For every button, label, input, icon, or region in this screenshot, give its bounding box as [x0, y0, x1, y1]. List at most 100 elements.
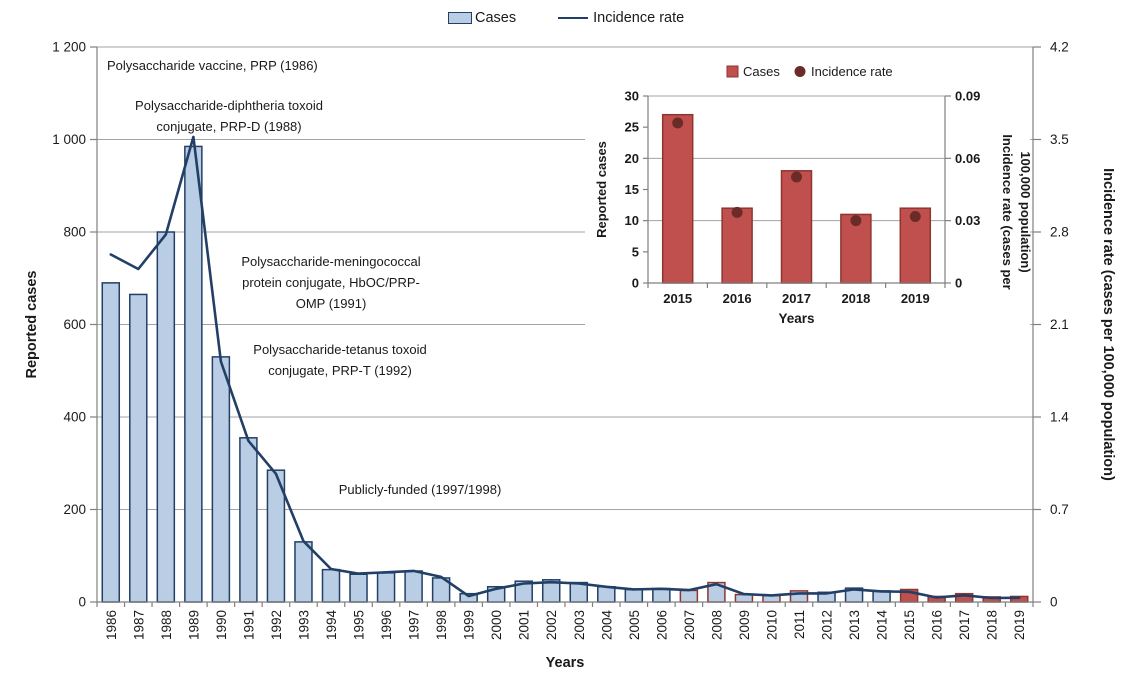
bar-1990: [211, 356, 231, 603]
main-x-tick-label: 2012: [820, 610, 835, 640]
bar-2009: [734, 593, 754, 603]
inset-y-right-tick-label: 0.03: [955, 213, 980, 228]
main-x-tick-label: 1990: [214, 610, 229, 640]
inset-cases-swatch-icon: [726, 65, 739, 78]
main-y-left-tick-label: 200: [63, 502, 86, 517]
bar-1987: [129, 293, 148, 603]
main-y-left-tick-label: 800: [63, 225, 86, 240]
main-x-tick-label: 2000: [489, 610, 504, 640]
main-x-tick-label: 1997: [407, 610, 422, 640]
main-y-left-axis-title: Reported cases: [24, 271, 40, 379]
inset-x-tick-label: 2016: [723, 291, 752, 306]
main-y-left-tick-label: 1 000: [52, 132, 86, 147]
main-y-right-tick-label: 2.8: [1050, 225, 1069, 240]
main-y-right-tick-label: 3.5: [1050, 132, 1069, 147]
main-x-tick-label: 1995: [352, 610, 367, 640]
annotation-4-line-2: conjugate, PRP-T (1992): [268, 363, 412, 378]
inset-incidence-dot-2016: [731, 206, 743, 218]
inset-y-left-tick-label: 5: [632, 244, 639, 259]
main-x-tick-label: 2008: [709, 610, 724, 640]
inset-y-left-axis-title: Reported cases: [594, 141, 609, 238]
main-y-right-tick-label: 2.1: [1050, 317, 1069, 332]
annotation-2-line-2: conjugate, PRP-D (1988): [156, 119, 301, 134]
inset-x-axis-title: Years: [778, 311, 814, 326]
incidence-line-swatch-icon: [558, 17, 589, 20]
main-legend: Cases Incidence rate: [448, 11, 684, 26]
bar-1995: [349, 573, 368, 603]
inset-x-tick-label: 2015: [663, 291, 692, 306]
inset-y-left-tick-label: 10: [625, 213, 639, 228]
inset-incidence-dot-icon: [794, 66, 806, 77]
inset-bar-2015: [661, 113, 694, 284]
main-legend-cases-label: Cases: [475, 10, 517, 26]
main-x-tick-label: 2001: [517, 610, 532, 640]
main-y-right-axis-title: Incidence rate (cases per 100,000 popula…: [1100, 168, 1116, 481]
inset-legend-incidence-label: Incidence rate: [811, 64, 893, 79]
bar-2007: [679, 589, 699, 603]
main-y-right-tick-label: 0: [1050, 595, 1058, 610]
main-x-tick-label: 2007: [682, 610, 697, 640]
inset-x-tick-label: 2018: [841, 291, 870, 306]
main-x-tick-label: 2016: [930, 610, 945, 640]
main-legend-incidence-label: Incidence rate: [593, 10, 685, 26]
main-y-left-tick-label: 600: [63, 317, 86, 332]
main-y-right-tick-label: 4.2: [1050, 40, 1069, 55]
main-x-tick-label: 2010: [764, 610, 779, 640]
main-y-left-tick-label: 0: [78, 595, 86, 610]
main-x-tick-label: 2014: [875, 610, 890, 641]
main-x-tick-label: 2019: [1012, 610, 1027, 640]
main-x-tick-label: 1992: [269, 610, 284, 640]
bar-2004: [597, 585, 616, 603]
main-x-tick-label: 1989: [186, 610, 201, 640]
cases-bar-swatch-icon: [448, 12, 472, 25]
annotation-4-line-1: Polysaccharide-tetanus toxoid: [253, 342, 426, 357]
inset-legend: Cases Incidence rate: [726, 64, 893, 79]
inset-y-right-tick-label: 0.06: [955, 151, 980, 166]
inset-y-left-tick-label: 25: [625, 120, 639, 135]
annotation-1-line-1: Polysaccharide vaccine, PRP (1986): [107, 58, 318, 73]
main-x-tick-label: 1986: [104, 610, 119, 640]
annotation-3-line-2: protein conjugate, HbOC/PRP-: [242, 275, 420, 290]
main-x-tick-label: 1999: [462, 610, 477, 640]
main-y-left-tick-label: 1 200: [52, 40, 86, 55]
inset-y-right-axis-title-line2: 100,000 population): [1018, 151, 1033, 272]
inset-bar-2017: [780, 170, 813, 284]
bar-2006: [652, 587, 671, 603]
main-y-left-tick-label: 400: [63, 410, 86, 425]
incidence-line: [109, 135, 1021, 600]
inset-incidence-dot-2017: [791, 171, 802, 183]
main-x-tick-label: 2017: [957, 610, 972, 640]
main-x-axis-title: Years: [546, 655, 585, 671]
inset-y-right-tick-label: 0: [955, 276, 962, 291]
annotation-5-line-1: Publicly-funded (1997/1998): [339, 482, 502, 497]
inset-incidence-dot-2015: [672, 117, 684, 129]
inset-incidence-dot-2018: [850, 215, 862, 227]
main-cases-bars: [101, 145, 1029, 603]
main-x-tick-label: 2003: [572, 610, 587, 640]
main-y-right-tick-label: 0.7: [1050, 502, 1069, 517]
annotation-2-line-1: Polysaccharide-diphtheria toxoid: [135, 98, 323, 113]
inset-y-left-tick-label: 30: [625, 89, 639, 104]
bar-1993: [294, 541, 313, 603]
inset-x-tick-label: 2017: [782, 291, 811, 306]
bar-1986: [101, 282, 121, 603]
main-x-tick-label: 2006: [654, 610, 669, 640]
main-x-tick-label: 2013: [847, 610, 862, 640]
annotations: Polysaccharide vaccine, PRP (1986) Polysa…: [107, 58, 501, 497]
inset-incidence-dot-2019: [909, 211, 921, 223]
main-x-tick-label: 2018: [985, 610, 1000, 640]
main-x-tick-label: 1991: [241, 610, 256, 640]
main-x-tick-label: 2004: [599, 610, 614, 641]
main-x-tick-label: 2015: [902, 610, 917, 640]
bar-1996: [376, 572, 396, 603]
main-x-tick-label: 2009: [737, 610, 752, 640]
annotation-3-line-1: Polysaccharide-meningococcal: [241, 254, 420, 269]
main-x-tick-label: 1993: [296, 610, 311, 640]
main-axis-labels: 1 2001 00080060040020004.23.52.82.11.40.…: [24, 40, 1116, 672]
inset-x-tick-label: 2019: [901, 291, 930, 306]
annotation-3-line-3: OMP (1991): [296, 296, 367, 311]
inset-y-right-axis-title-line1: Incidence rate (cases per: [1000, 134, 1015, 289]
main-x-tick-label: 2002: [544, 610, 559, 640]
